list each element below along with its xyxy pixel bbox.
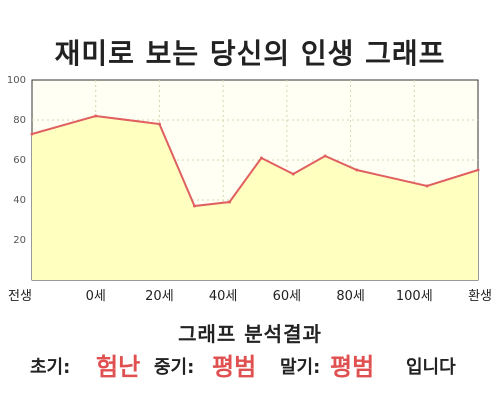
- data-point: [476, 168, 480, 172]
- data-point: [30, 132, 34, 136]
- x-tick-label: 60세: [273, 289, 302, 304]
- data-points: [30, 114, 480, 208]
- data-point: [355, 168, 359, 172]
- late-label: 말기:: [280, 357, 321, 378]
- y-tick-label: 40: [13, 195, 26, 206]
- middle-label: 중기:: [154, 357, 195, 378]
- data-point: [94, 114, 98, 118]
- y-tick-label: 100: [7, 75, 26, 86]
- data-point: [259, 156, 263, 160]
- y-tick-label: 80: [13, 115, 26, 126]
- x-tick-label: 80세: [336, 289, 365, 304]
- early-value: 험난: [96, 353, 141, 381]
- y-axis-ticks: 20 40 60 80 100: [7, 75, 26, 246]
- data-point: [291, 172, 295, 176]
- late-value: 평범: [330, 353, 375, 381]
- data-point: [157, 122, 161, 126]
- life-graph-chart: 20 40 60 80 100 전생 0세 20세 40세 60세 80세 100세 환생: [7, 75, 492, 304]
- ending-text: 입니다: [406, 357, 456, 378]
- result-heading: 그래프 분석결과: [178, 322, 322, 346]
- data-point: [323, 154, 327, 158]
- life-area: [32, 116, 478, 280]
- x-axis-ticks: 전생 0세 20세 40세 60세 80세 100세 환생: [8, 289, 492, 304]
- x-tick-label: 환생: [468, 289, 492, 304]
- x-tick-label: 20세: [145, 289, 174, 304]
- result-summary: 초기: 험난 중기: 평범 말기: 평범 입니다: [0, 344, 500, 384]
- x-tick-label: 100세: [396, 289, 433, 304]
- data-point: [228, 200, 232, 204]
- chart-title: 재미로 보는 당신의 인생 그래프: [54, 37, 446, 70]
- y-tick-label: 60: [13, 155, 26, 166]
- middle-value: 평범: [212, 353, 257, 381]
- data-point: [425, 184, 429, 188]
- x-tick-label: 전생: [8, 289, 32, 304]
- y-tick-label: 20: [13, 235, 26, 246]
- x-tick-label: 40세: [209, 289, 238, 304]
- data-point: [192, 204, 196, 208]
- early-label: 초기:: [30, 357, 71, 378]
- x-tick-label: 0세: [86, 289, 106, 304]
